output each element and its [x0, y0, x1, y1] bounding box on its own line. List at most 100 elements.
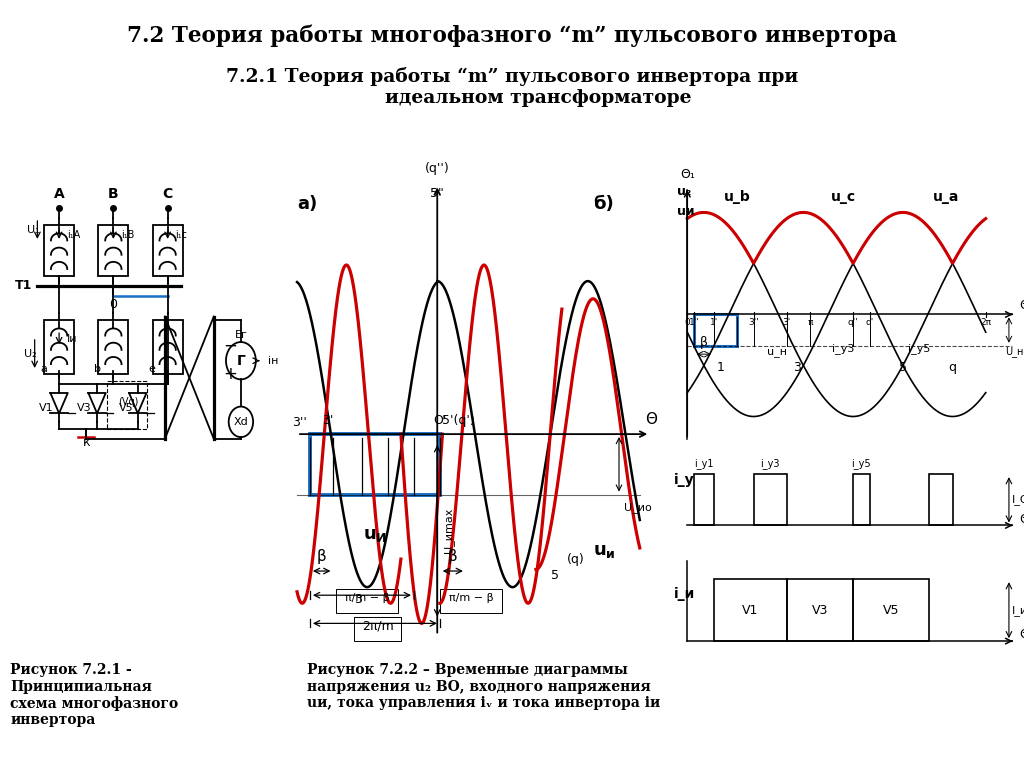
Text: 5: 5 [899, 361, 907, 374]
Text: а): а) [297, 195, 317, 212]
Text: i₁A: i₁A [67, 230, 80, 240]
Text: i_y1: i_y1 [694, 459, 714, 469]
Text: Xd: Xd [233, 416, 248, 427]
Text: A: A [53, 187, 65, 201]
Text: $\mathbf{u_И}$: $\mathbf{u_И}$ [362, 526, 387, 544]
Bar [153, 320, 182, 374]
Text: π/m − β: π/m − β [345, 593, 389, 603]
Bar [853, 579, 930, 641]
Bar [714, 579, 786, 641]
Text: i₁B: i₁B [121, 230, 134, 240]
Text: i_и: i_и [674, 587, 695, 601]
Text: U_но: U_но [1006, 346, 1024, 357]
Text: (q): (q) [567, 553, 585, 566]
Bar [694, 474, 714, 525]
Text: u₂: u₂ [677, 186, 691, 199]
Text: O': O' [433, 414, 446, 427]
Text: 3: 3 [793, 361, 801, 374]
Text: q: q [948, 361, 956, 374]
Text: $\mathbf{u_и}$: $\mathbf{u_и}$ [593, 542, 615, 560]
Text: (Vq): (Vq) [118, 397, 138, 407]
Text: 1: 1 [717, 361, 724, 374]
Text: U₁: U₁ [27, 225, 39, 235]
Text: 1'': 1'' [688, 318, 699, 327]
Bar [153, 225, 182, 276]
Text: T1: T1 [15, 279, 33, 292]
Text: V5: V5 [883, 604, 899, 617]
Text: 2π: 2π [980, 318, 991, 327]
Text: π: π [807, 318, 813, 327]
Text: u_a: u_a [933, 190, 959, 204]
Text: β: β [447, 549, 458, 565]
Text: 0: 0 [684, 318, 690, 327]
Text: V3: V3 [77, 403, 91, 413]
Text: B: B [109, 187, 119, 201]
Text: −: − [223, 337, 237, 354]
Text: I_и: I_и [1013, 604, 1024, 616]
Text: i_у5: i_у5 [908, 344, 931, 354]
Text: V3: V3 [812, 604, 828, 617]
Text: 3: 3 [354, 593, 362, 606]
Bar [98, 225, 128, 276]
Text: Рисунок 7.2.1 -
Принципиальная
схема многофазного
инвертора: Рисунок 7.2.1 - Принципиальная схема мно… [10, 663, 178, 727]
Text: 7.2 Теория работы многофазного “m” пульсового инвертора: 7.2 Теория работы многофазного “m” пульс… [127, 25, 897, 47]
Text: V5: V5 [119, 403, 133, 413]
Text: Г: Г [237, 354, 246, 367]
Text: Θ₁: Θ₁ [680, 169, 694, 182]
Text: Θ: Θ [1019, 299, 1024, 312]
Bar [440, 589, 502, 613]
Text: q': q' [865, 318, 873, 327]
Text: i_y3: i_y3 [761, 459, 780, 469]
Bar [310, 434, 440, 495]
Text: β: β [316, 549, 327, 565]
Text: i_у3: i_у3 [831, 344, 854, 354]
Text: 3'': 3'' [293, 416, 307, 429]
Text: β: β [699, 336, 708, 349]
Text: iн: iн [268, 356, 279, 366]
Text: u_c: u_c [830, 190, 856, 204]
Text: u_b: u_b [724, 190, 751, 204]
Text: (q''): (q'') [425, 163, 450, 176]
Bar [98, 320, 128, 374]
Text: U_ио: U_ио [625, 502, 652, 513]
Text: 5'(q'): 5'(q') [442, 414, 475, 427]
Text: q'': q'' [848, 318, 858, 327]
Text: V1: V1 [39, 403, 53, 413]
Text: u_н: u_н [767, 347, 786, 357]
Text: 3'': 3'' [749, 318, 759, 327]
Bar [106, 381, 147, 429]
Text: 3': 3' [323, 414, 334, 427]
Text: к: к [82, 436, 90, 449]
Text: i_у: i_у [674, 473, 694, 488]
Bar [853, 474, 869, 525]
Text: 7.2.1 Теория работы “m” пульсового инвертора при
        идеальном трансформатор: 7.2.1 Теория работы “m” пульсового инвер… [226, 67, 798, 107]
Text: Рисунок 7.2.2 – Временные диаграммы
напряжения u₂ ВО, входного напряжения
uи, то: Рисунок 7.2.2 – Временные диаграммы напр… [307, 663, 660, 709]
Text: a: a [40, 364, 47, 374]
Text: uи: uи [677, 206, 695, 219]
Text: V1: V1 [742, 604, 759, 617]
Text: e: e [148, 364, 156, 374]
Bar [336, 589, 398, 613]
Text: Eг: Eг [234, 331, 248, 341]
Text: i₁c: i₁c [175, 230, 187, 240]
Bar [44, 320, 74, 374]
Text: Iи: Iи [68, 334, 78, 344]
Bar [786, 579, 853, 641]
Text: π/m − β: π/m − β [449, 593, 494, 603]
Text: b: b [94, 364, 101, 374]
Text: I_GT: I_GT [1013, 495, 1024, 505]
Bar [354, 617, 400, 641]
Bar [754, 474, 786, 525]
Bar [44, 225, 74, 276]
Text: 5: 5 [552, 569, 559, 582]
Text: 2π/m: 2π/m [361, 619, 393, 632]
Text: 1': 1' [710, 318, 718, 327]
Text: U₂: U₂ [24, 349, 37, 359]
Text: б): б) [593, 195, 613, 212]
Text: Θ: Θ [1019, 513, 1024, 526]
Bar [694, 314, 737, 346]
Bar [930, 474, 952, 525]
Text: +: + [223, 365, 237, 384]
Text: Θ: Θ [1019, 628, 1024, 641]
Text: i_y5: i_y5 [852, 459, 871, 469]
